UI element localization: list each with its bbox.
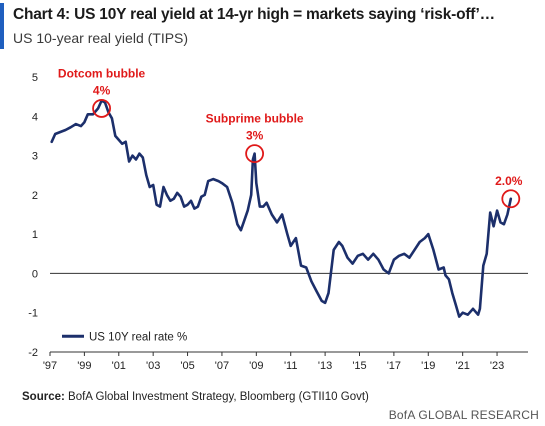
- x-tick-label: '19: [421, 360, 435, 372]
- source-note: Source: BofA Global Investment Strategy,…: [22, 391, 369, 403]
- source-label: Source:: [22, 391, 65, 403]
- x-tick-label: '15: [352, 360, 366, 372]
- y-tick-label: 2: [32, 190, 38, 202]
- y-tick-label: 0: [32, 268, 38, 280]
- annotation-circle: [92, 99, 111, 118]
- annotation-value: 3%: [246, 129, 264, 143]
- x-tick-label: '97: [43, 360, 57, 372]
- x-tick-label: '11: [284, 360, 298, 372]
- source-text: BofA Global Investment Strategy, Bloombe…: [64, 391, 369, 403]
- x-tick-label: '13: [318, 360, 332, 372]
- x-tick-label: '21: [455, 360, 469, 372]
- y-tick-label: 4: [32, 111, 38, 123]
- x-tick-label: '09: [249, 360, 263, 372]
- series-line-real-yield: [50, 99, 513, 318]
- annotation-label: Dotcom bubble: [58, 66, 146, 80]
- line-chart: -2 -1 0 1 2 3 4 5 '97 '99 '01 '03 '05 '07 '09 '11 '13 '15…: [28, 66, 528, 372]
- title-accent-bar: [0, 3, 4, 49]
- x-tick-label: '99: [77, 360, 91, 372]
- x-tick-label: '05: [180, 360, 194, 372]
- y-tick-label: 3: [32, 151, 38, 163]
- chart-title: Chart 4: US 10Y real yield at 14-yr high…: [13, 6, 495, 23]
- x-tick-label: '07: [215, 360, 229, 372]
- annotation-circle: [245, 144, 265, 164]
- y-tick-label: -2: [28, 347, 38, 359]
- y-tick-label: 5: [32, 72, 38, 84]
- y-tick-label: 1: [32, 229, 38, 241]
- chart-subtitle: US 10-year real yield (TIPS): [13, 30, 189, 46]
- annotation-value: 4%: [93, 83, 111, 97]
- legend-label: US 10Y real rate %: [89, 331, 187, 343]
- annotation-label: Subprime bubble: [206, 112, 304, 126]
- x-tick-label: '03: [146, 360, 160, 372]
- x-tick-label: '23: [490, 360, 504, 372]
- x-tick-label: '01: [112, 360, 126, 372]
- y-tick-label: -1: [28, 308, 38, 320]
- annotation-value: 2.0%: [495, 174, 523, 188]
- x-tick-label: '17: [387, 360, 401, 372]
- brand-footer: BofA GLOBAL RESEARCH: [388, 408, 539, 422]
- annotation-circle: [501, 189, 521, 209]
